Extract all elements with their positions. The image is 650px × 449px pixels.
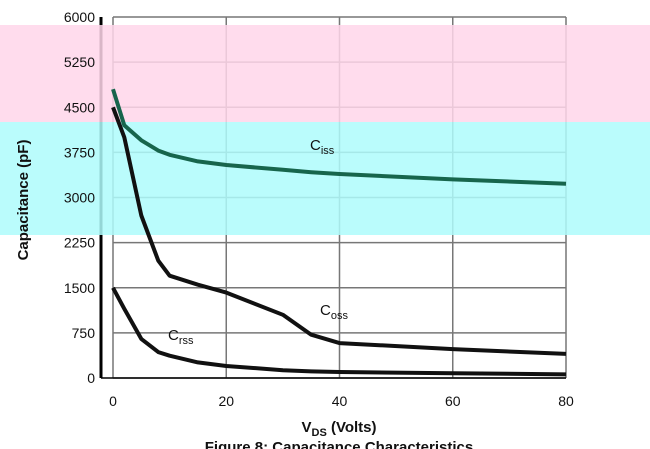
series-label-sub: oss	[331, 310, 349, 322]
pink-band	[0, 25, 650, 122]
chart-title: Figure 8: Capacitance Characteristics	[205, 439, 473, 449]
y-tick-label: 1500	[64, 280, 95, 296]
series-label-main: C	[168, 327, 179, 344]
x-title-rest: (Volts)	[327, 419, 377, 436]
y-axis-title: Capacitance (pF)	[15, 140, 32, 261]
plot: 0 750 1500 2250 3000 3750 4500 5250 6000 0 20 40 60 8…	[64, 9, 574, 409]
series-label-sub: iss	[321, 145, 335, 157]
series-label: Coss	[320, 302, 348, 322]
series-label: Crss	[168, 327, 194, 347]
y-tick-label: 5250	[64, 54, 95, 70]
y-tick-label: 6000	[64, 9, 95, 25]
series-label-main: C	[320, 302, 331, 319]
series-label-main: C	[310, 137, 321, 154]
x-axis-title: VDS (Volts)	[301, 419, 376, 439]
x-tick-label: 40	[332, 393, 348, 409]
series-line	[111, 88, 567, 186]
x-title-main: V	[301, 419, 311, 436]
x-title-sub: DS	[312, 427, 327, 439]
series-label-sub: rss	[179, 335, 194, 347]
x-tick-label: 60	[445, 393, 461, 409]
y-tick-label: 3750	[64, 144, 95, 160]
x-tick-label: 0	[109, 393, 117, 409]
series-line	[111, 106, 567, 356]
cyan-band	[0, 122, 650, 235]
y-tick-label: 4500	[64, 99, 95, 115]
series-label: Ciss	[310, 137, 335, 157]
x-tick-label: 20	[218, 393, 234, 409]
x-tick-label: 80	[558, 393, 574, 409]
y-tick-label: 750	[72, 325, 96, 341]
y-tick-label: 3000	[64, 190, 95, 206]
y-tick-label: 0	[87, 370, 95, 386]
series-line	[111, 286, 567, 377]
y-tick-label: 2250	[64, 235, 95, 251]
